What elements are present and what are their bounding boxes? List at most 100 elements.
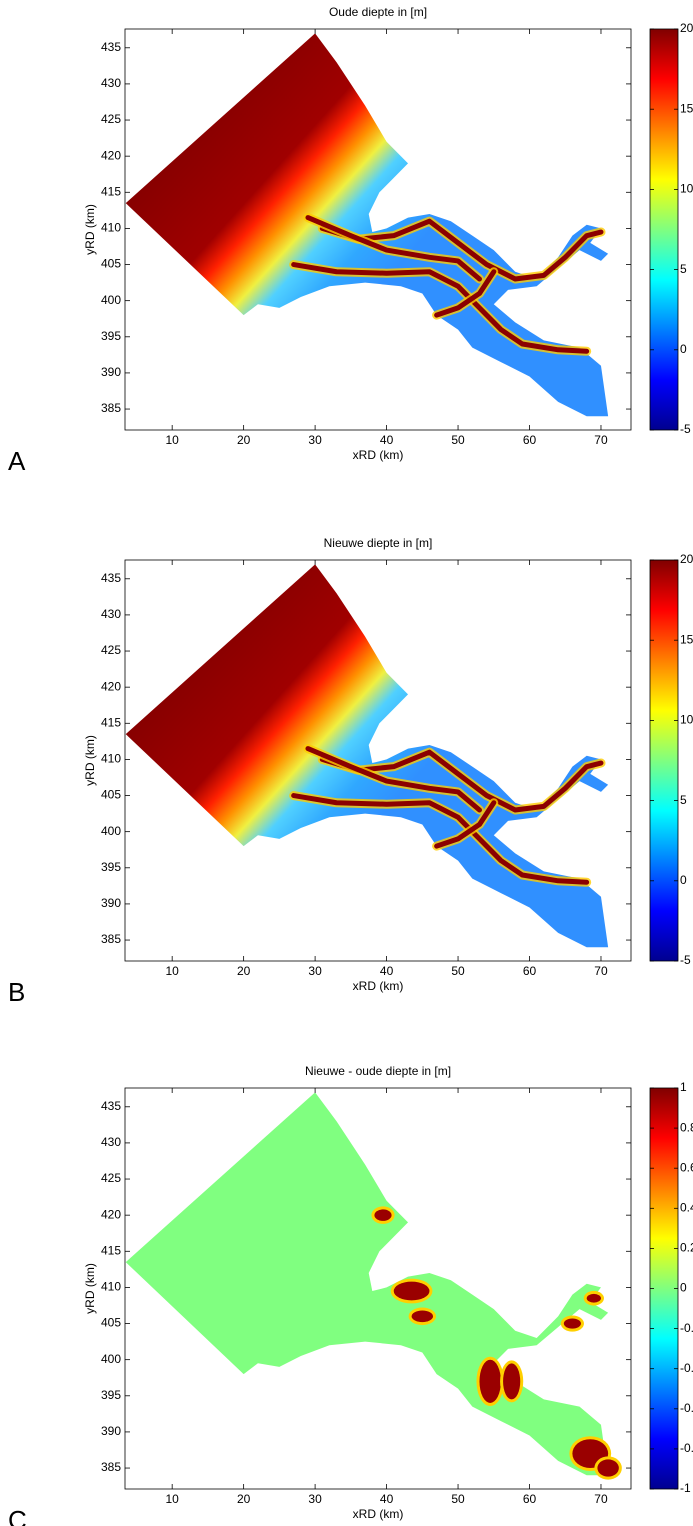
x-tick-label: 40 xyxy=(380,1492,394,1506)
x-axis-label: xRD (km) xyxy=(353,979,404,993)
y-tick-label: 400 xyxy=(101,293,121,307)
colorbar-tick-label: 20 xyxy=(680,552,693,566)
panel: 10 20 30 40 50 60 7038539039540040541041542042… xyxy=(8,5,693,476)
channel xyxy=(319,218,604,282)
y-tick-label: 415 xyxy=(101,715,121,729)
channel xyxy=(305,746,482,813)
channel xyxy=(434,269,497,318)
change-area xyxy=(374,1209,392,1221)
change-area xyxy=(411,1310,434,1323)
y-tick-label: 395 xyxy=(101,1388,121,1402)
y-tick-label: 405 xyxy=(101,257,121,271)
y-tick-label: 415 xyxy=(101,184,121,198)
x-tick-label: 30 xyxy=(308,1492,322,1506)
y-tick-label: 390 xyxy=(101,1424,121,1438)
y-tick-label: 435 xyxy=(101,40,121,54)
y-tick-label: 420 xyxy=(101,1207,121,1221)
colorbar-tick-label: 10 xyxy=(680,713,693,727)
colorbar xyxy=(649,559,679,962)
colorbar-tick-label: 5 xyxy=(680,793,687,807)
y-axis-label: yRD (km) xyxy=(83,1263,97,1314)
x-tick-label: 70 xyxy=(594,1492,608,1506)
chart-title: Oude diepte in [m] xyxy=(329,5,427,19)
channel xyxy=(305,215,482,282)
y-tick-label: 410 xyxy=(101,221,121,235)
y-tick-label: 405 xyxy=(101,788,121,802)
y-tick-label: 435 xyxy=(101,571,121,585)
panel: 10 20 30 40 50 60 7038539039540040541041542042… xyxy=(8,1064,693,1526)
y-tick-label: 410 xyxy=(101,752,121,766)
colorbar-tick-label: -0.2 xyxy=(680,1321,693,1335)
colorbar-tick-label: 0 xyxy=(680,1281,687,1295)
y-tick-label: 395 xyxy=(101,329,121,343)
y-tick-label: 430 xyxy=(101,76,121,90)
colorbar-tick-label: 0.2 xyxy=(680,1241,693,1255)
colorbar-tick-label: 0.6 xyxy=(680,1160,693,1174)
x-tick-label: 60 xyxy=(523,964,537,978)
colorbar-tick-label: 15 xyxy=(680,632,693,646)
x-tick-label: 30 xyxy=(308,964,322,978)
y-tick-label: 415 xyxy=(101,1243,121,1257)
y-tick-label: 420 xyxy=(101,148,121,162)
x-tick-label: 10 xyxy=(165,964,179,978)
y-axis-label: yRD (km) xyxy=(83,204,97,255)
x-axis-label: xRD (km) xyxy=(353,1507,404,1521)
y-tick-label: 390 xyxy=(101,365,121,379)
y-tick-label: 385 xyxy=(101,401,121,415)
x-tick-label: 20 xyxy=(237,433,251,447)
colorbar-tick-label: 5 xyxy=(680,262,687,276)
x-tick-label: 20 xyxy=(237,964,251,978)
change-area xyxy=(503,1363,521,1400)
y-tick-label: 410 xyxy=(101,1280,121,1294)
change-area xyxy=(563,1318,581,1329)
chart-title: Nieuwe - oude diepte in [m] xyxy=(305,1064,451,1078)
y-tick-label: 400 xyxy=(101,1352,121,1366)
colorbar-tick-label: 0.4 xyxy=(680,1200,693,1214)
colorbar-tick-label: 15 xyxy=(680,101,693,115)
y-axis-label: yRD (km) xyxy=(83,735,97,786)
x-tick-label: 40 xyxy=(380,433,394,447)
change-area xyxy=(393,1281,430,1301)
x-tick-label: 60 xyxy=(523,1492,537,1506)
y-tick-label: 425 xyxy=(101,643,121,657)
x-tick-label: 20 xyxy=(237,1492,251,1506)
x-tick-label: 60 xyxy=(523,433,537,447)
y-tick-label: 430 xyxy=(101,607,121,621)
colorbar-tick-label: 0 xyxy=(680,342,687,356)
y-tick-label: 420 xyxy=(101,679,121,693)
x-tick-label: 40 xyxy=(380,964,394,978)
channel xyxy=(434,800,497,849)
change-area xyxy=(586,1293,601,1303)
x-tick-label: 50 xyxy=(451,964,465,978)
colorbar-tick-label: 0 xyxy=(680,873,687,887)
y-tick-label: 390 xyxy=(101,896,121,910)
y-tick-label: 385 xyxy=(101,1460,121,1474)
y-tick-label: 425 xyxy=(101,112,121,126)
axes-box xyxy=(124,28,632,431)
colorbar-tick-label: -1 xyxy=(680,1481,691,1495)
y-tick-label: 400 xyxy=(101,824,121,838)
x-tick-label: 50 xyxy=(451,433,465,447)
colorbar-tick-label: -0.4 xyxy=(680,1361,693,1375)
colorbar-tick-label: 0.8 xyxy=(680,1120,693,1134)
x-tick-label: 50 xyxy=(451,1492,465,1506)
x-tick-label: 30 xyxy=(308,433,322,447)
x-tick-label: 10 xyxy=(165,1492,179,1506)
chart-title: Nieuwe diepte in [m] xyxy=(324,536,433,550)
colorbar xyxy=(649,28,679,431)
y-tick-label: 435 xyxy=(101,1099,121,1113)
panel: 10 20 30 40 50 60 7038539039540040541041542042… xyxy=(8,536,693,1007)
axes-box xyxy=(124,1087,632,1490)
map xyxy=(125,1092,622,1480)
x-tick-label: 10 xyxy=(165,433,179,447)
panel-label: A xyxy=(8,446,26,476)
colorbar-tick-label: 1 xyxy=(680,1080,687,1094)
map xyxy=(125,33,609,417)
colorbar-tick-label: 10 xyxy=(680,182,693,196)
map xyxy=(125,564,609,948)
y-tick-label: 395 xyxy=(101,860,121,874)
y-tick-label: 405 xyxy=(101,1316,121,1330)
y-tick-label: 430 xyxy=(101,1135,121,1149)
axes-box xyxy=(124,559,632,962)
